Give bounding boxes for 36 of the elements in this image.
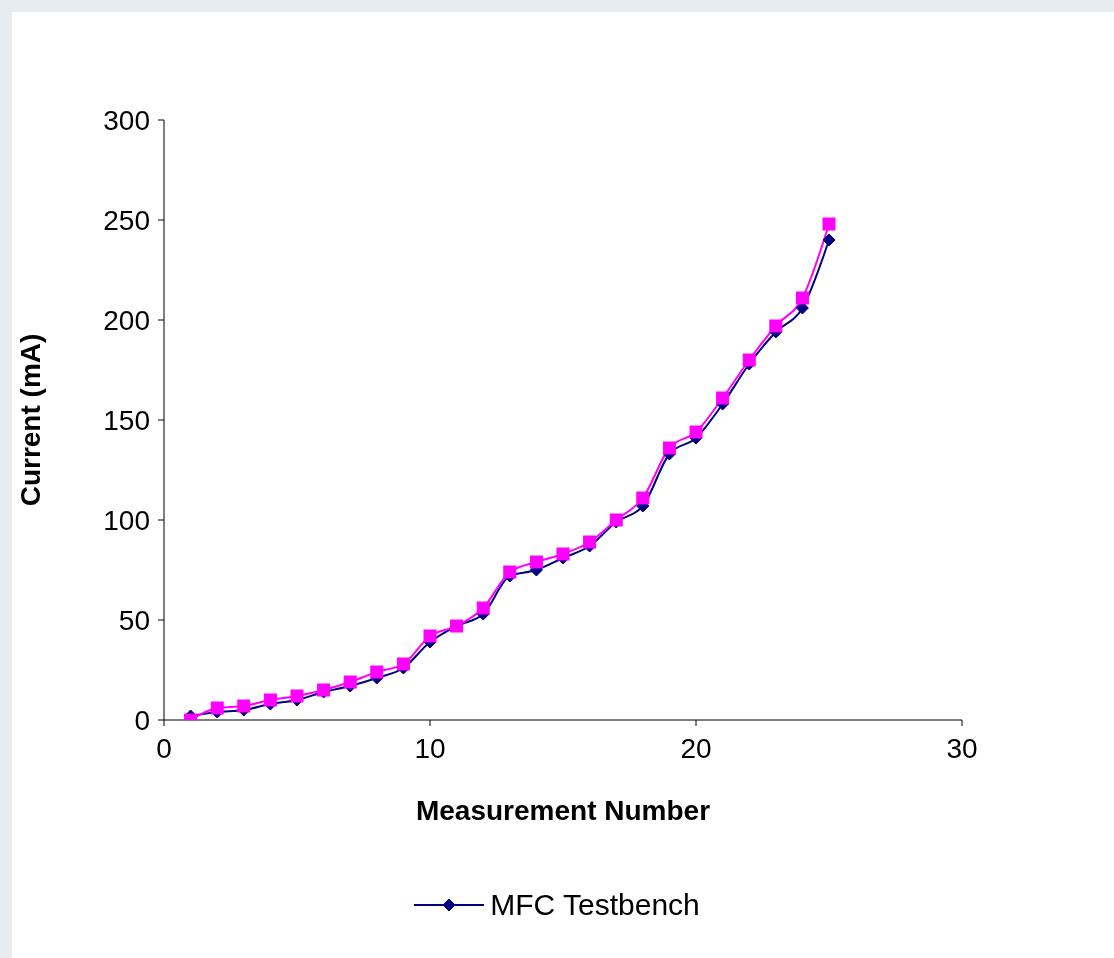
point — [529, 555, 543, 569]
point — [237, 699, 251, 713]
y-tick-label: 100 — [103, 504, 150, 536]
point — [583, 535, 597, 549]
y-axis-title: Current (mA) — [14, 333, 46, 507]
x-tick-label: 0 — [156, 732, 172, 764]
point — [716, 391, 730, 405]
point — [343, 675, 357, 689]
point — [370, 665, 384, 679]
point — [742, 353, 756, 367]
x-tick-label: 20 — [680, 732, 712, 764]
y-tick-label: 50 — [118, 604, 150, 636]
y-tick-label: 150 — [103, 404, 150, 436]
y-tick-label: 200 — [103, 304, 150, 336]
point — [662, 441, 676, 455]
point — [476, 601, 490, 615]
point — [822, 233, 836, 247]
point — [795, 291, 809, 305]
y-tick-label: 0 — [134, 704, 150, 736]
point — [556, 547, 570, 561]
point — [290, 689, 304, 703]
x-tick-label: 10 — [414, 732, 446, 764]
x-axis-title: Measurement Number — [415, 794, 711, 826]
point — [396, 657, 410, 671]
y-tick-label: 300 — [103, 104, 150, 136]
point — [503, 565, 517, 579]
point — [263, 693, 277, 707]
point — [423, 629, 437, 643]
point — [210, 701, 224, 715]
point — [822, 217, 836, 231]
x-tick-label: 30 — [946, 732, 978, 764]
y-tick-label: 250 — [103, 204, 150, 236]
legend-label: MFC Testbench — [490, 888, 700, 922]
point — [636, 491, 650, 505]
point — [689, 425, 703, 439]
point — [769, 319, 783, 333]
